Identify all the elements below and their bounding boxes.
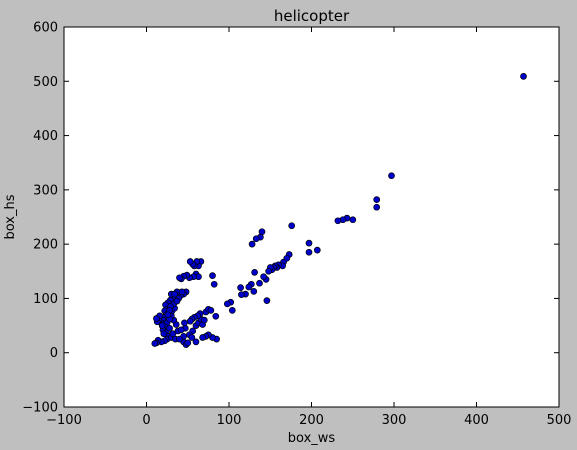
data-point-126 [192, 338, 200, 346]
x-tick-label-6: 500 [547, 413, 572, 428]
data-point-7 [334, 217, 342, 225]
data-point-54 [186, 258, 194, 265]
data-point-38 [228, 307, 236, 314]
y-tick-label-4: 300 [33, 183, 58, 198]
x-tick-label-5: 400 [464, 413, 489, 428]
y-tick-label-2: 100 [33, 292, 58, 307]
data-point-31 [250, 288, 258, 295]
y-tick-label-1: 0 [50, 346, 58, 361]
data-point-108 [184, 339, 192, 347]
y-tick-label-0: −100 [22, 401, 58, 416]
data-point-4 [349, 216, 357, 224]
y-axis-ticks: −100 0 100 200 300 400 500 600 [22, 21, 559, 416]
data-point-111 [181, 319, 188, 327]
y-tick-label-3: 200 [33, 238, 58, 253]
y-axis-label: box_hs [3, 194, 18, 239]
data-point-48 [199, 334, 206, 341]
data-point-3 [373, 203, 381, 211]
data-point-34 [245, 283, 253, 291]
data-point-37 [237, 284, 244, 291]
x-axis-ticks: −100 0 100 200 300 400 500 [46, 27, 571, 428]
data-point-8 [313, 246, 321, 254]
y-tick-label-7: 600 [33, 21, 58, 36]
data-point-130 [171, 290, 178, 298]
data-point-82 [153, 315, 160, 322]
data-point-29 [252, 235, 260, 243]
data-point-95 [169, 330, 177, 338]
data-point-30 [251, 269, 258, 276]
data-point-32 [248, 240, 256, 248]
x-tick-label-1: 0 [142, 413, 150, 428]
data-point-93 [151, 340, 159, 347]
data-point-127 [178, 288, 186, 296]
data-point-43 [209, 272, 216, 279]
data-point-11 [288, 222, 296, 230]
plot-area [64, 27, 559, 407]
x-tick-label-0: −100 [46, 413, 82, 428]
data-point-133 [158, 322, 166, 329]
data-point-1 [388, 172, 395, 180]
y-tick-label-5: 400 [33, 129, 58, 144]
data-point-9 [305, 239, 313, 247]
data-point-120 [207, 307, 215, 314]
data-point-23 [263, 297, 271, 304]
x-tick-label-3: 200 [299, 413, 324, 428]
data-point-125 [186, 317, 194, 325]
data-point-10 [305, 248, 313, 256]
data-point-135 [166, 324, 173, 332]
x-tick-label-2: 100 [217, 413, 242, 428]
x-axis-label: box_ws [288, 431, 336, 446]
data-point-137 [176, 335, 183, 343]
data-point-136 [177, 326, 185, 334]
data-point-25 [260, 273, 267, 281]
data-point-0 [520, 73, 527, 80]
data-point-28 [256, 279, 263, 287]
data-point-2 [373, 196, 381, 203]
data-point-132 [164, 311, 172, 319]
data-point-36 [238, 291, 245, 298]
data-point-117 [200, 316, 208, 324]
data-point-134 [160, 330, 168, 338]
data-point-62 [176, 274, 183, 282]
y-tick-label-6: 500 [33, 75, 58, 90]
chart-title: helicopter [274, 7, 350, 25]
data-points [151, 73, 527, 348]
data-point-129 [173, 297, 181, 305]
x-tick-label-4: 300 [382, 413, 407, 428]
data-point-40 [223, 300, 231, 308]
data-point-22 [265, 267, 272, 275]
data-point-139 [188, 334, 196, 341]
data-point-42 [210, 280, 218, 288]
data-point-41 [212, 312, 220, 320]
